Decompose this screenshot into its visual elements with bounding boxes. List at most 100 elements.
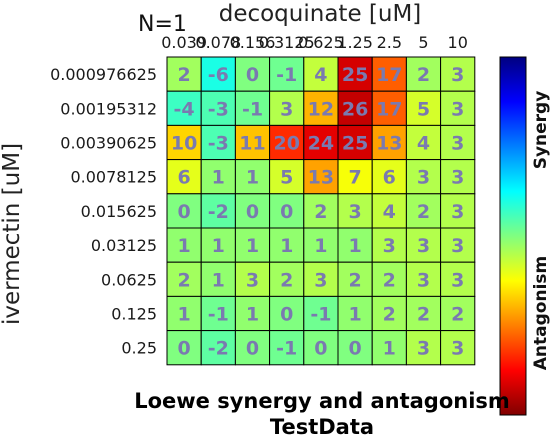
cell-value-label: 1 xyxy=(280,235,293,257)
cell-value-label: 25 xyxy=(342,64,368,86)
cell-value-label: 3 xyxy=(417,338,430,360)
cell-value-label: 3 xyxy=(451,167,464,189)
cell-value-label: 2 xyxy=(417,304,430,326)
cell-value-label: 0 xyxy=(177,201,190,223)
heatmap-cell xyxy=(371,261,407,297)
cell-value-label: 1 xyxy=(348,235,361,257)
heatmap-cell xyxy=(405,159,442,195)
cell-value-label: 1 xyxy=(212,167,225,189)
cell-value-label: -2 xyxy=(208,201,229,223)
cell-value-label: 3 xyxy=(451,201,464,223)
y-tick-label: 0.03125 xyxy=(91,236,157,255)
heatmap-cell xyxy=(337,90,373,126)
cell-value-label: 3 xyxy=(451,269,464,291)
heatmap-cell xyxy=(200,295,236,332)
heatmap-cell xyxy=(337,295,373,332)
cell-value-label: -1 xyxy=(276,338,297,360)
cell-value-label: 3 xyxy=(417,167,430,189)
heatmap-cell xyxy=(234,295,271,332)
heatmap-cell xyxy=(303,159,339,195)
x-tick-label: 10 xyxy=(448,33,468,52)
x-axis-title: decoquinate [uM] xyxy=(219,1,422,27)
cell-value-label: 24 xyxy=(308,133,334,155)
heatmap-cell xyxy=(440,330,476,366)
y-tick-labels: 0.000976625 0.00195312 0.00390625 0.0078125… xyxy=(50,65,157,358)
heatmap-cell xyxy=(200,159,236,195)
heatmap-cell xyxy=(440,90,476,126)
heatmap-cell xyxy=(440,124,476,161)
heatmap-cell xyxy=(269,295,305,332)
y-tick-label: 0.25 xyxy=(121,339,157,358)
cell-value-label: 25 xyxy=(342,133,368,155)
heatmap-cell xyxy=(269,56,305,92)
cell-value-label: 1 xyxy=(212,269,225,291)
heatmap-cell xyxy=(166,261,202,297)
cell-value-label: 2 xyxy=(383,304,396,326)
cell-value-label: 1 xyxy=(246,167,259,189)
cell-value-label: 0 xyxy=(177,338,190,360)
heatmap-cell xyxy=(200,330,236,366)
cell-value-label: 2 xyxy=(177,269,190,291)
x-tick-label: 1.25 xyxy=(337,33,373,52)
heatmap-cell xyxy=(371,295,407,332)
cell-value-label: -1 xyxy=(310,304,331,326)
cell-value-label: 5 xyxy=(417,98,430,120)
cell-value-label: 3 xyxy=(451,98,464,120)
heatmap-cell xyxy=(166,227,202,263)
x-tick-label: 0.625 xyxy=(298,33,344,52)
heatmap-cell xyxy=(200,193,236,229)
cell-value-label: 2 xyxy=(280,269,293,291)
cell-value-label: 4 xyxy=(417,133,430,155)
cell-value-label: 2 xyxy=(314,201,327,223)
cell-value-label: 1 xyxy=(177,235,190,257)
cell-value-label: 1 xyxy=(177,304,190,326)
cell-value-label: 13 xyxy=(376,133,402,155)
cell-value-label: 1 xyxy=(348,304,361,326)
cell-value-label: 3 xyxy=(451,235,464,257)
y-axis-title: ivermectin [uM] xyxy=(0,143,25,325)
cell-value-label: 3 xyxy=(314,269,327,291)
heatmap-cell xyxy=(405,330,442,366)
heatmap-cell xyxy=(234,261,271,297)
cell-value-label: -3 xyxy=(208,133,229,155)
cell-value-label: 0 xyxy=(246,201,259,223)
heatmap-cell xyxy=(303,261,339,297)
cell-value-label: 1 xyxy=(314,235,327,257)
cell-value-label: 0 xyxy=(246,338,259,360)
heatmap-cell xyxy=(440,193,476,229)
x-tick-label: 0.156 xyxy=(230,33,276,52)
cell-value-label: 0 xyxy=(280,201,293,223)
cell-value-label: 17 xyxy=(376,64,402,86)
cell-value-label: 6 xyxy=(177,167,190,189)
cell-value-label: 2 xyxy=(383,269,396,291)
colorbar-bottom-label: Antagonism xyxy=(531,256,551,370)
heatmap-cell xyxy=(166,56,202,92)
cell-value-label: 20 xyxy=(273,133,299,155)
cell-value-label: 2 xyxy=(177,64,190,86)
cell-value-label: 12 xyxy=(308,98,334,120)
heatmap-cell xyxy=(337,330,373,366)
cell-value-label: 3 xyxy=(417,269,430,291)
cell-value-label: 26 xyxy=(342,98,368,120)
heatmap-cell xyxy=(200,56,236,92)
cell-value-label: 3 xyxy=(246,269,259,291)
heatmap-cell xyxy=(303,330,339,366)
cell-value-label: -3 xyxy=(208,98,229,120)
y-tick-label: 0.125 xyxy=(111,305,157,324)
cell-value-label: -2 xyxy=(208,338,229,360)
cell-value-label: 3 xyxy=(451,133,464,155)
heatmap-cell xyxy=(303,193,339,229)
heatmap-cell xyxy=(337,159,373,195)
heatmap-cells: 2 -6 0 -1 4 25 17 2 3-4 -3 -1 3 12 26 17 5 310 -3 11 20 24 25… xyxy=(166,56,476,366)
heatmap-cell xyxy=(234,227,271,263)
heatmap-cell xyxy=(337,193,373,229)
x-tick-label: 5 xyxy=(418,33,428,52)
y-tick-label: 0.015625 xyxy=(81,202,157,221)
cell-value-label: 6 xyxy=(383,167,396,189)
colorbar-top-label: Synergy xyxy=(531,91,551,170)
cell-value-label: 0 xyxy=(348,338,361,360)
cell-value-label: 7 xyxy=(348,167,361,189)
x-tick-label: 0.078 xyxy=(195,33,241,52)
